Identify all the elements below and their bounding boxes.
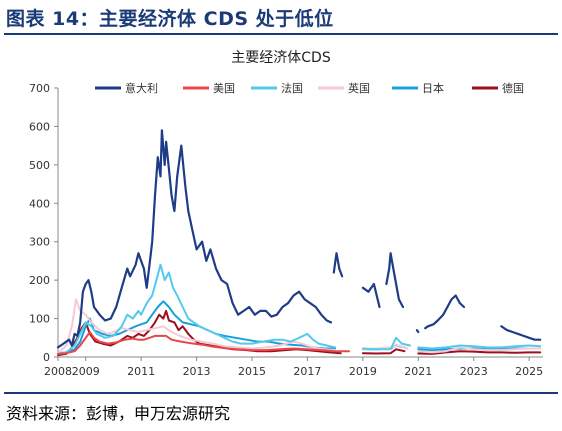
y-tick-label: 400 bbox=[29, 197, 50, 210]
chart-series bbox=[56, 129, 542, 357]
x-tick-label: 2009 bbox=[72, 365, 100, 378]
chart-axes: 0 100 200 300 400 500 600 700 2008 2009 2011 2013 20… bbox=[29, 82, 543, 378]
series-line bbox=[417, 344, 542, 350]
series-line bbox=[415, 329, 420, 334]
series-3 bbox=[57, 263, 542, 355]
y-tick-label: 200 bbox=[29, 274, 50, 287]
y-tick-label: 300 bbox=[29, 236, 50, 249]
series-line bbox=[500, 325, 542, 341]
footer-divider bbox=[4, 392, 558, 394]
y-tick-label: 700 bbox=[29, 82, 50, 95]
series-line bbox=[361, 348, 406, 355]
y-tick-label: 0 bbox=[43, 351, 50, 364]
x-tick-label: 2023 bbox=[460, 365, 488, 378]
figure-title: 图表 14：主要经济体 CDS 处于低位 bbox=[6, 8, 334, 30]
series-line bbox=[361, 336, 411, 351]
legend-label: 英国 bbox=[348, 81, 370, 95]
x-tick-label: 2013 bbox=[183, 365, 211, 378]
y-tick-label: 600 bbox=[29, 120, 50, 133]
legend-label: 美国 bbox=[213, 82, 235, 95]
series-line bbox=[57, 298, 337, 355]
title-divider bbox=[4, 33, 558, 35]
series-line bbox=[361, 282, 381, 309]
series-line bbox=[56, 129, 333, 349]
series-line bbox=[57, 300, 337, 355]
legend-label: 德国 bbox=[502, 81, 524, 95]
chart-legend: 意大利 美国 法国 英国 日本 德国 bbox=[95, 81, 524, 95]
series-2 bbox=[57, 331, 350, 355]
chart-title: 主要经济体CDS bbox=[231, 50, 331, 66]
legend-label: 意大利 bbox=[125, 81, 158, 95]
y-tick-label: 100 bbox=[29, 313, 50, 326]
x-tick-label: 2015 bbox=[238, 365, 266, 378]
x-tick-label: 2017 bbox=[293, 365, 321, 378]
legend-label: 日本 bbox=[422, 81, 444, 95]
series-line bbox=[417, 350, 542, 355]
series-line bbox=[417, 346, 542, 354]
series-line bbox=[57, 331, 350, 355]
series-1 bbox=[56, 129, 542, 349]
series-line bbox=[424, 294, 466, 330]
x-tick-label: 2011 bbox=[127, 365, 155, 378]
series-6 bbox=[57, 309, 542, 357]
x-tick-label: 2019 bbox=[349, 365, 377, 378]
y-tick-label: 500 bbox=[29, 159, 50, 172]
x-tick-label: 2008 bbox=[44, 365, 72, 378]
series-line bbox=[57, 309, 342, 357]
x-tick-label: 2021 bbox=[404, 365, 432, 378]
source-note: 资料来源：彭博，申万宏源研究 bbox=[6, 404, 231, 423]
series-line bbox=[57, 263, 337, 355]
x-tick-label: 2025 bbox=[515, 365, 543, 378]
legend-label: 法国 bbox=[281, 81, 303, 95]
series-line bbox=[332, 252, 344, 278]
series-line bbox=[385, 252, 405, 309]
